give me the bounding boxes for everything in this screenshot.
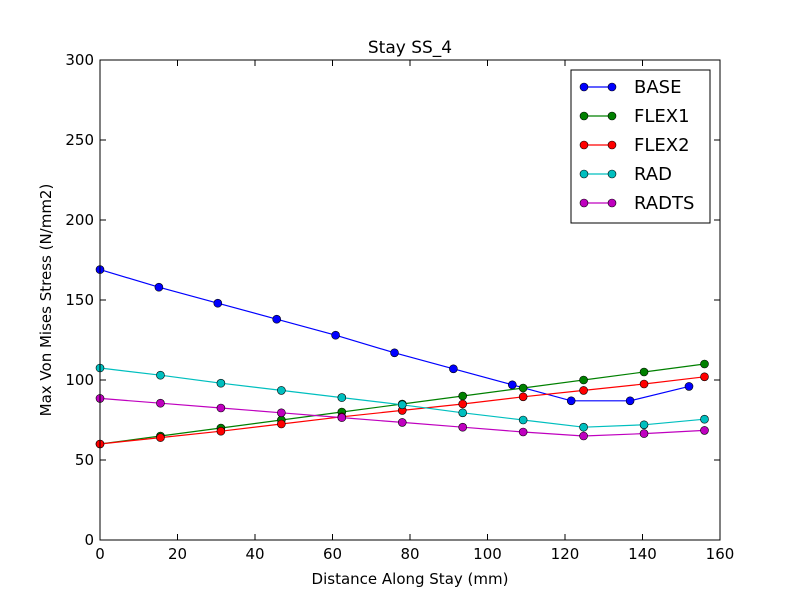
data-point-rad — [458, 408, 468, 418]
data-point-base — [507, 380, 517, 390]
data-point-flex2 — [216, 426, 226, 436]
data-point-base — [390, 348, 399, 358]
data-point-flex2 — [277, 419, 286, 429]
data-point-rad — [397, 400, 407, 410]
data-point-radts — [156, 398, 165, 408]
x-tick-label: 80 — [400, 545, 419, 563]
data-point-rad — [639, 420, 649, 430]
x-tick-label: 40 — [245, 545, 264, 563]
legend: BASE FLEX1 FLEX2 RAD RADTS — [570, 69, 711, 224]
data-point-radts — [277, 408, 286, 418]
y-tick-label: 300 — [65, 51, 94, 69]
data-point-radts — [397, 418, 407, 427]
y-tick-label: 150 — [65, 291, 94, 309]
data-point-rad — [700, 414, 709, 424]
data-point-base — [272, 314, 282, 324]
x-tick-label: 120 — [551, 545, 580, 563]
data-point-rad — [337, 393, 347, 402]
data-point-radts — [700, 426, 709, 435]
data-point-flex2 — [700, 372, 709, 382]
x-tick-label: 100 — [473, 545, 502, 563]
legend-marker-flex2 — [607, 140, 617, 150]
data-point-rad — [277, 386, 286, 395]
legend-marker-base — [579, 82, 589, 92]
data-point-flex2 — [579, 386, 588, 395]
data-point-radts — [579, 431, 588, 441]
legend-marker-base — [607, 82, 617, 92]
legend-box — [570, 69, 711, 224]
y-tick-label: 100 — [65, 371, 94, 389]
data-point-radts — [337, 413, 347, 422]
x-tick-label: 0 — [95, 545, 105, 563]
y-tick-label: 50 — [75, 451, 94, 469]
data-point-flex2 — [156, 433, 165, 442]
x-tick-label: 60 — [323, 545, 342, 563]
data-point-radts — [639, 429, 649, 438]
data-point-base — [213, 298, 223, 308]
data-point-rad — [518, 415, 528, 425]
legend-label-rad: RAD — [634, 164, 672, 185]
data-point-base — [449, 364, 458, 374]
data-point-base — [566, 396, 576, 406]
data-point-flex1 — [639, 367, 649, 377]
data-point-radts — [518, 427, 528, 437]
x-tick-label: 140 — [628, 545, 657, 563]
legend-label-radts: RADTS — [634, 193, 694, 214]
legend-marker-radts — [579, 198, 589, 208]
legend-marker-flex1 — [607, 111, 617, 121]
legend-marker-rad — [607, 169, 617, 179]
x-tick-label: 20 — [168, 545, 187, 563]
data-point-flex1 — [518, 383, 528, 393]
y-tick-label: 200 — [65, 211, 94, 229]
chart-title: Stay SS_4 — [368, 38, 452, 58]
y-tick-label: 0 — [84, 531, 94, 549]
legend-label-flex1: FLEX1 — [634, 106, 690, 127]
legend-label-base: BASE — [634, 77, 681, 98]
data-point-flex1 — [458, 391, 468, 401]
x-tick-label: 160 — [706, 545, 735, 563]
data-point-base — [684, 382, 694, 391]
y-tick-label: 250 — [65, 131, 94, 149]
data-point-base — [331, 330, 340, 340]
data-point-base — [154, 282, 164, 292]
data-point-rad — [156, 370, 165, 380]
legend-marker-flex1 — [579, 111, 589, 121]
data-point-radts — [216, 403, 226, 413]
data-point-flex2 — [458, 399, 468, 409]
legend-marker-rad — [579, 169, 589, 179]
data-point-base — [625, 396, 635, 406]
y-axis-label: Max Von Mises Stress (N/mm2) — [37, 184, 55, 417]
data-point-rad — [216, 378, 226, 388]
legend-marker-radts — [607, 198, 617, 208]
axes: 0 20 40 60 80 100 120 140 160 0 50 100 150 200 250 300 — [65, 51, 734, 563]
data-point-flex1 — [579, 375, 588, 385]
x-axis-label: Distance Along Stay (mm) — [312, 570, 509, 588]
legend-label-flex2: FLEX2 — [634, 135, 690, 156]
data-point-flex1 — [700, 359, 709, 369]
plot-area — [95, 265, 709, 449]
data-point-radts — [458, 422, 468, 432]
data-point-flex2 — [639, 379, 649, 389]
data-point-rad — [579, 422, 588, 432]
legend-marker-flex2 — [579, 140, 589, 150]
data-point-flex2 — [518, 392, 528, 402]
